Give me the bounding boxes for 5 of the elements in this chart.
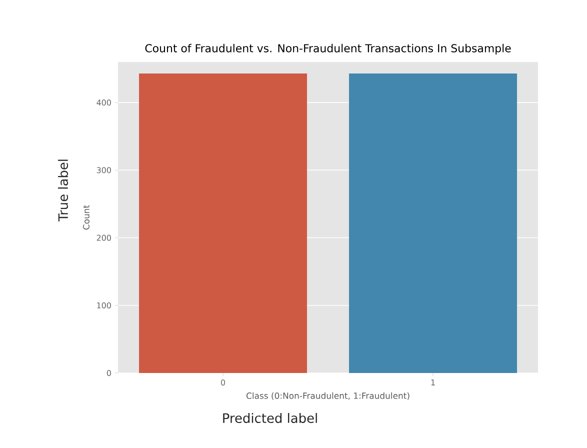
y-axis-title: Count: [83, 205, 90, 230]
text: Predicted label: [223, 412, 317, 423]
chart-title: Count of Fraudulent vs. Non-Fraudulent Transactions In Subsample: [145, 44, 511, 54]
text: True label: [58, 160, 68, 222]
x-axis-title: Class (0:Non-Fraudulent, 1:Fraudulent): [246, 392, 410, 400]
